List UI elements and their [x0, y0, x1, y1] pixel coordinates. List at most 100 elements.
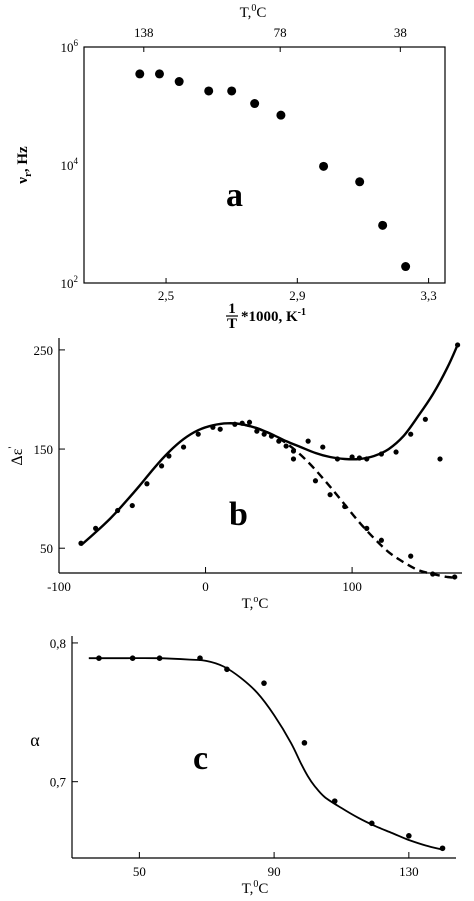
panel-c-data-point — [96, 655, 102, 661]
panel-c-data-point — [331, 798, 338, 804]
panel-a-data-point — [174, 77, 184, 87]
panel-a-data-point — [319, 161, 329, 171]
panel-b-data-point — [158, 463, 165, 469]
panel-a-x-tick-label: 3,3 — [420, 288, 436, 303]
panel-b-y-tick-label: 250 — [34, 343, 54, 358]
panel-a-points — [135, 69, 411, 272]
panel-b-x-tick-label: 0 — [202, 579, 209, 594]
panel-a-xlabel-numerator: 1 — [228, 301, 236, 317]
panel-b-data-point — [327, 492, 333, 498]
panel-a-top-tick-label: 38 — [394, 25, 407, 40]
panel-b-data-point — [290, 448, 297, 454]
panel-c-ylabel: α — [30, 730, 40, 750]
panel-b-data-point — [378, 451, 384, 457]
panel-a-data-point — [250, 99, 260, 109]
panel-b-y-tick-label: 50 — [40, 541, 53, 556]
panel-b-data-point — [455, 342, 461, 348]
panel-a-xlabel-denominator: T — [227, 316, 237, 332]
panel-b-data-point — [261, 431, 267, 437]
panel-a-ylabel: νr, Hz — [15, 146, 34, 185]
panel-c-xlabel: T,0C — [242, 879, 269, 897]
panel-c-data-point — [197, 655, 203, 661]
panel-b-data-point — [246, 419, 253, 425]
panel-b-solid-curve — [80, 344, 459, 547]
panel-b-data-point — [210, 424, 216, 430]
panel-b-data-point — [217, 426, 223, 432]
panel-c-data-point — [301, 740, 308, 746]
panel-b-ylabel: Δε' — [5, 446, 26, 465]
panel-b-data-point — [115, 507, 121, 514]
panel-c-x-ticks: 50 90 130 — [133, 852, 419, 879]
panel-b-data-point — [254, 428, 260, 434]
panel-b-data-point — [312, 478, 319, 484]
panel-b-data-point — [93, 525, 99, 531]
panel-a-data-point — [135, 69, 145, 79]
panel-a-frame — [83, 46, 446, 284]
panel-b-data-point — [232, 421, 238, 427]
panel-c-y-ticks: 0,7 0,8 — [50, 636, 78, 790]
panel-b-data-point — [283, 443, 289, 449]
panel-a-x-ticks: 2,5 2,9 3,3 — [158, 278, 437, 303]
panel-b-label: b — [229, 496, 248, 533]
panel-b-data-point — [166, 453, 172, 459]
panel-a-xlabel-suffix: *1000, K-1 — [241, 307, 306, 325]
panel-b-data-point — [452, 574, 458, 580]
panel-b-xlabel: T,oC — [242, 594, 269, 612]
panel-a-top-ticks: 138 78 38 — [134, 25, 407, 52]
panel-c-data-point — [439, 845, 446, 852]
panel-a-top-tick-label: 138 — [134, 25, 154, 40]
panel-b-data-point — [268, 433, 275, 439]
panel-b-y-ticks: 50 150 250 — [34, 343, 65, 556]
panel-a-top-tick-label: 78 — [274, 25, 287, 40]
panel-a-x-tick-label: 2,9 — [289, 288, 305, 303]
panel-a-y-ticks: 106 104 102 — [61, 38, 79, 291]
panel-a-data-point — [378, 220, 388, 230]
panel-b-data-point — [422, 416, 428, 422]
panel-a-xlabel: 1 T *1000, K-1 — [226, 301, 306, 332]
panel-c-x-tick-label: 90 — [268, 864, 281, 879]
panel-b-data-point — [320, 444, 326, 450]
panel-a-data-point — [227, 86, 237, 96]
panel-a-x-tick-label: 2,5 — [158, 288, 174, 303]
panel-a-data-point — [204, 86, 214, 96]
panel-b-data-point — [356, 455, 363, 461]
panel-b-data-point — [290, 456, 297, 462]
panel-b-data-point — [195, 431, 201, 437]
panel-b-data-point — [364, 525, 370, 531]
panel-b-data-point — [408, 553, 414, 559]
panel-c-y-tick-label: 0,7 — [50, 775, 67, 790]
panel-b-data-point — [276, 438, 282, 444]
panel-b-data-point — [349, 454, 355, 460]
panel-b-data-point — [393, 449, 399, 455]
panel-b-data-point — [129, 502, 135, 509]
panel-c-data-point — [406, 833, 412, 839]
panel-b-data-point — [430, 571, 436, 577]
panel-a-y-tick-label: 106 — [61, 38, 79, 55]
panel-b-data-point — [144, 481, 150, 487]
panel-a-y-tick-label: 104 — [61, 156, 79, 173]
panel-b-lines — [80, 344, 459, 580]
panel-a-data-point — [154, 69, 164, 79]
panel-a-top-axis-label: T,0C — [240, 3, 267, 21]
panel-b-data-point — [408, 431, 414, 437]
panel-c-points — [96, 655, 446, 852]
panel-c-data-point — [156, 655, 163, 661]
panel-b-x-tick-label: -100 — [47, 579, 71, 594]
panel-b-points — [78, 342, 461, 580]
panel-a-data-point — [401, 262, 411, 272]
panel-c-data-point — [224, 666, 230, 673]
panel-a-label: a — [226, 177, 243, 214]
panel-c-x-tick-label: 130 — [399, 864, 419, 879]
panel-b-data-point — [239, 420, 245, 426]
panel-a-data-point — [355, 177, 365, 187]
panel-b-x-tick-label: 100 — [342, 579, 362, 594]
panel-c-fit-curve — [88, 657, 443, 851]
panel-b-y-tick-label: 150 — [34, 442, 54, 457]
panel-b: 50 150 250 -100 0 100 Δε' T,oC b — [5, 338, 462, 612]
panel-b-data-point — [334, 456, 341, 462]
panel-b-data-point — [342, 503, 348, 510]
panel-b-data-point — [180, 444, 187, 450]
panel-c-data-point — [129, 655, 136, 661]
